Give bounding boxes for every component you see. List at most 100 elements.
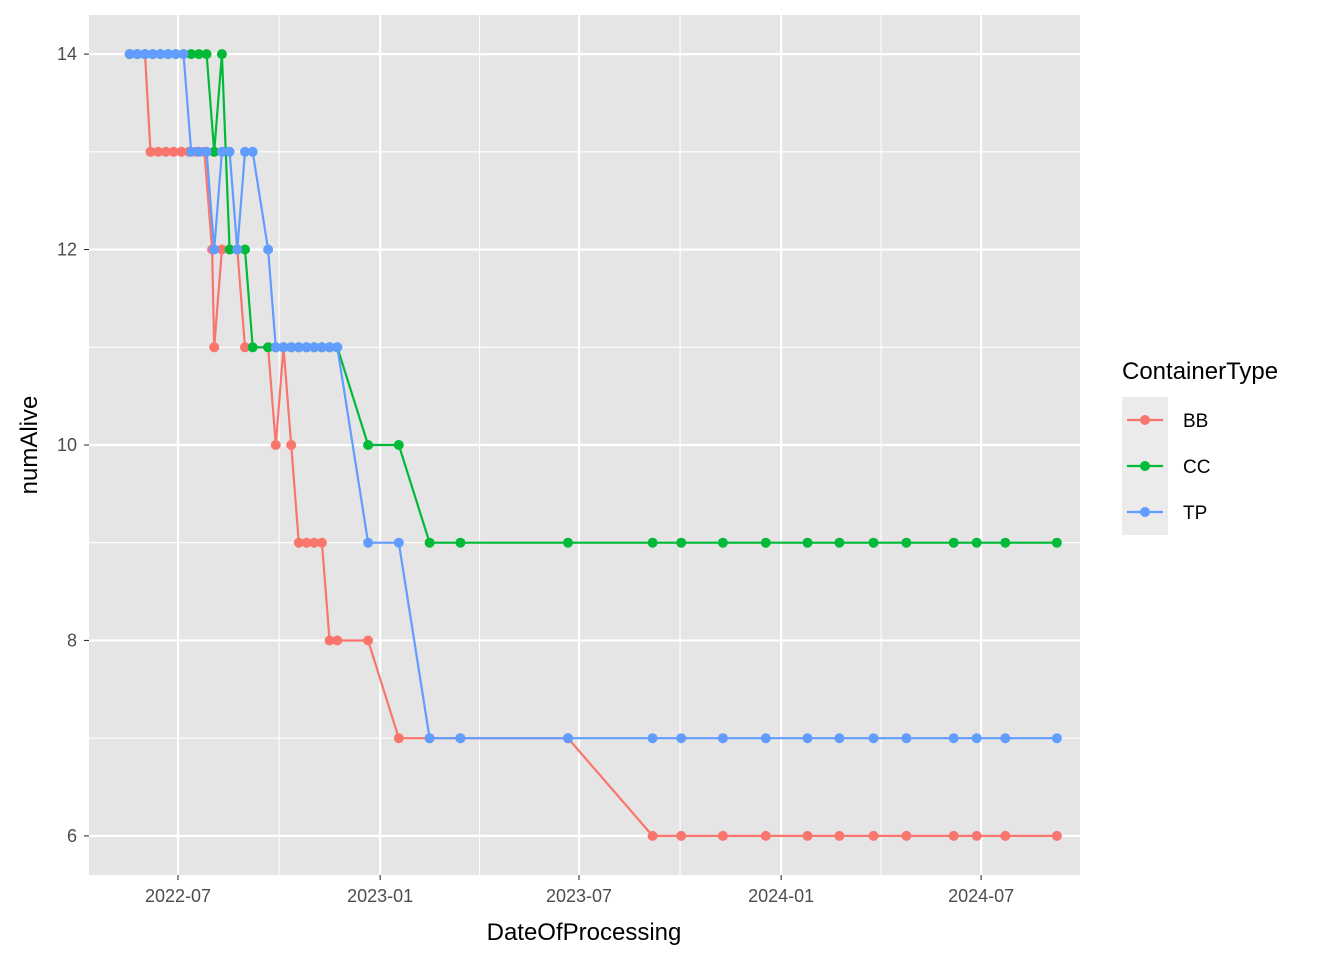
data-point-tp bbox=[717, 733, 728, 744]
x-axis-title: DateOfProcessing bbox=[487, 919, 682, 946]
legend-label-bb: BB bbox=[1183, 411, 1208, 432]
data-point-tp bbox=[132, 49, 143, 60]
data-point-tp bbox=[802, 733, 813, 744]
data-point-tp bbox=[170, 49, 181, 60]
data-point-bb bbox=[286, 440, 297, 450]
data-point-cc bbox=[1000, 537, 1011, 548]
y-tick-label: 6 bbox=[67, 826, 77, 846]
data-point-tp bbox=[270, 342, 281, 353]
data-point-cc bbox=[563, 537, 573, 548]
data-point-cc bbox=[948, 537, 959, 548]
legend-item-bb: BB bbox=[1122, 397, 1208, 443]
data-point-tp bbox=[186, 146, 197, 157]
x-tick-label: 2024-01 bbox=[748, 886, 814, 906]
data-point-tp bbox=[232, 244, 243, 255]
data-point-cc bbox=[802, 537, 813, 548]
data-point-bb bbox=[901, 830, 912, 841]
data-point-tp bbox=[971, 733, 982, 744]
data-point-bb bbox=[868, 830, 879, 841]
y-tick-label: 10 bbox=[57, 435, 77, 455]
data-point-tp bbox=[124, 49, 135, 60]
data-point-tp bbox=[834, 733, 845, 744]
data-point-cc bbox=[247, 342, 258, 353]
y-tick-label: 12 bbox=[57, 240, 77, 260]
data-point-bb bbox=[309, 537, 320, 548]
data-point-bb bbox=[676, 830, 687, 841]
data-point-tp bbox=[316, 342, 327, 353]
data-point-bb bbox=[324, 635, 335, 646]
data-point-cc bbox=[676, 537, 687, 548]
data-point-bb bbox=[971, 830, 982, 841]
y-axis-title: numAlive bbox=[16, 396, 43, 495]
data-point-tp bbox=[309, 342, 320, 353]
data-point-bb bbox=[270, 440, 281, 450]
data-point-bb bbox=[316, 537, 327, 548]
data-point-bb bbox=[332, 635, 343, 646]
data-point-bb bbox=[647, 830, 658, 841]
data-point-tp bbox=[332, 342, 343, 353]
data-point-cc bbox=[193, 49, 204, 60]
data-point-tp bbox=[224, 146, 235, 157]
legend-key-point bbox=[1140, 507, 1150, 517]
data-point-cc bbox=[717, 537, 728, 548]
data-point-tp bbox=[240, 146, 250, 157]
data-point-tp bbox=[868, 733, 879, 744]
data-point-bb bbox=[393, 733, 404, 744]
x-tick-label: 2023-07 bbox=[546, 886, 612, 906]
data-point-cc bbox=[240, 244, 250, 255]
data-point-tp bbox=[455, 733, 466, 744]
data-point-tp bbox=[363, 537, 374, 548]
data-point-bb bbox=[301, 537, 312, 548]
data-point-cc bbox=[424, 537, 435, 548]
legend-label-tp: TP bbox=[1183, 503, 1207, 524]
data-point-tp bbox=[263, 244, 274, 255]
data-point-bb bbox=[145, 146, 156, 157]
data-point-tp bbox=[247, 146, 258, 157]
data-point-cc bbox=[455, 537, 466, 548]
data-point-bb bbox=[209, 342, 220, 353]
data-point-tp bbox=[563, 733, 573, 744]
data-point-tp bbox=[1051, 733, 1062, 744]
data-point-cc bbox=[201, 49, 212, 60]
data-point-cc bbox=[393, 440, 404, 450]
y-tick-label: 8 bbox=[67, 630, 77, 650]
data-point-bb bbox=[948, 830, 959, 841]
data-point-tp bbox=[1000, 733, 1011, 744]
legend-item-cc: CC bbox=[1122, 443, 1210, 489]
data-point-tp bbox=[178, 49, 189, 60]
data-point-tp bbox=[286, 342, 297, 353]
data-point-tp bbox=[147, 49, 158, 60]
data-point-bb bbox=[760, 830, 771, 841]
data-point-tp bbox=[901, 733, 912, 744]
data-point-cc bbox=[971, 537, 982, 548]
data-point-tp bbox=[324, 342, 335, 353]
data-point-bb bbox=[176, 146, 187, 157]
data-point-tp bbox=[163, 49, 174, 60]
data-point-bb bbox=[293, 537, 304, 548]
data-point-bb bbox=[240, 342, 250, 353]
data-point-tp bbox=[647, 733, 658, 744]
data-point-bb bbox=[153, 146, 164, 157]
y-axis: 6 8 10 12 14 bbox=[57, 44, 89, 846]
data-point-tp bbox=[278, 342, 289, 353]
series-tp bbox=[124, 49, 1062, 744]
legend-key-point bbox=[1140, 415, 1150, 425]
data-point-bb bbox=[802, 830, 813, 841]
data-point-tp bbox=[209, 244, 220, 255]
data-point-cc bbox=[647, 537, 658, 548]
data-point-tp bbox=[760, 733, 771, 744]
data-point-bb bbox=[363, 635, 374, 646]
data-point-bb bbox=[216, 244, 227, 255]
data-point-bb bbox=[168, 146, 179, 157]
x-tick-label: 2023-01 bbox=[347, 886, 413, 906]
legend-label-cc: CC bbox=[1183, 457, 1210, 478]
data-point-bb bbox=[834, 830, 845, 841]
x-tick-label: 2022-07 bbox=[145, 886, 211, 906]
legend-title: ContainerType bbox=[1122, 358, 1278, 385]
data-point-tp bbox=[155, 49, 166, 60]
data-point-tp bbox=[424, 733, 435, 744]
x-axis: 2022-07 2023-01 2023-07 2024-01 2024-07 bbox=[145, 875, 1014, 906]
legend: ContainerType BB CC TP bbox=[1122, 358, 1278, 535]
legend-key-point bbox=[1140, 461, 1150, 471]
